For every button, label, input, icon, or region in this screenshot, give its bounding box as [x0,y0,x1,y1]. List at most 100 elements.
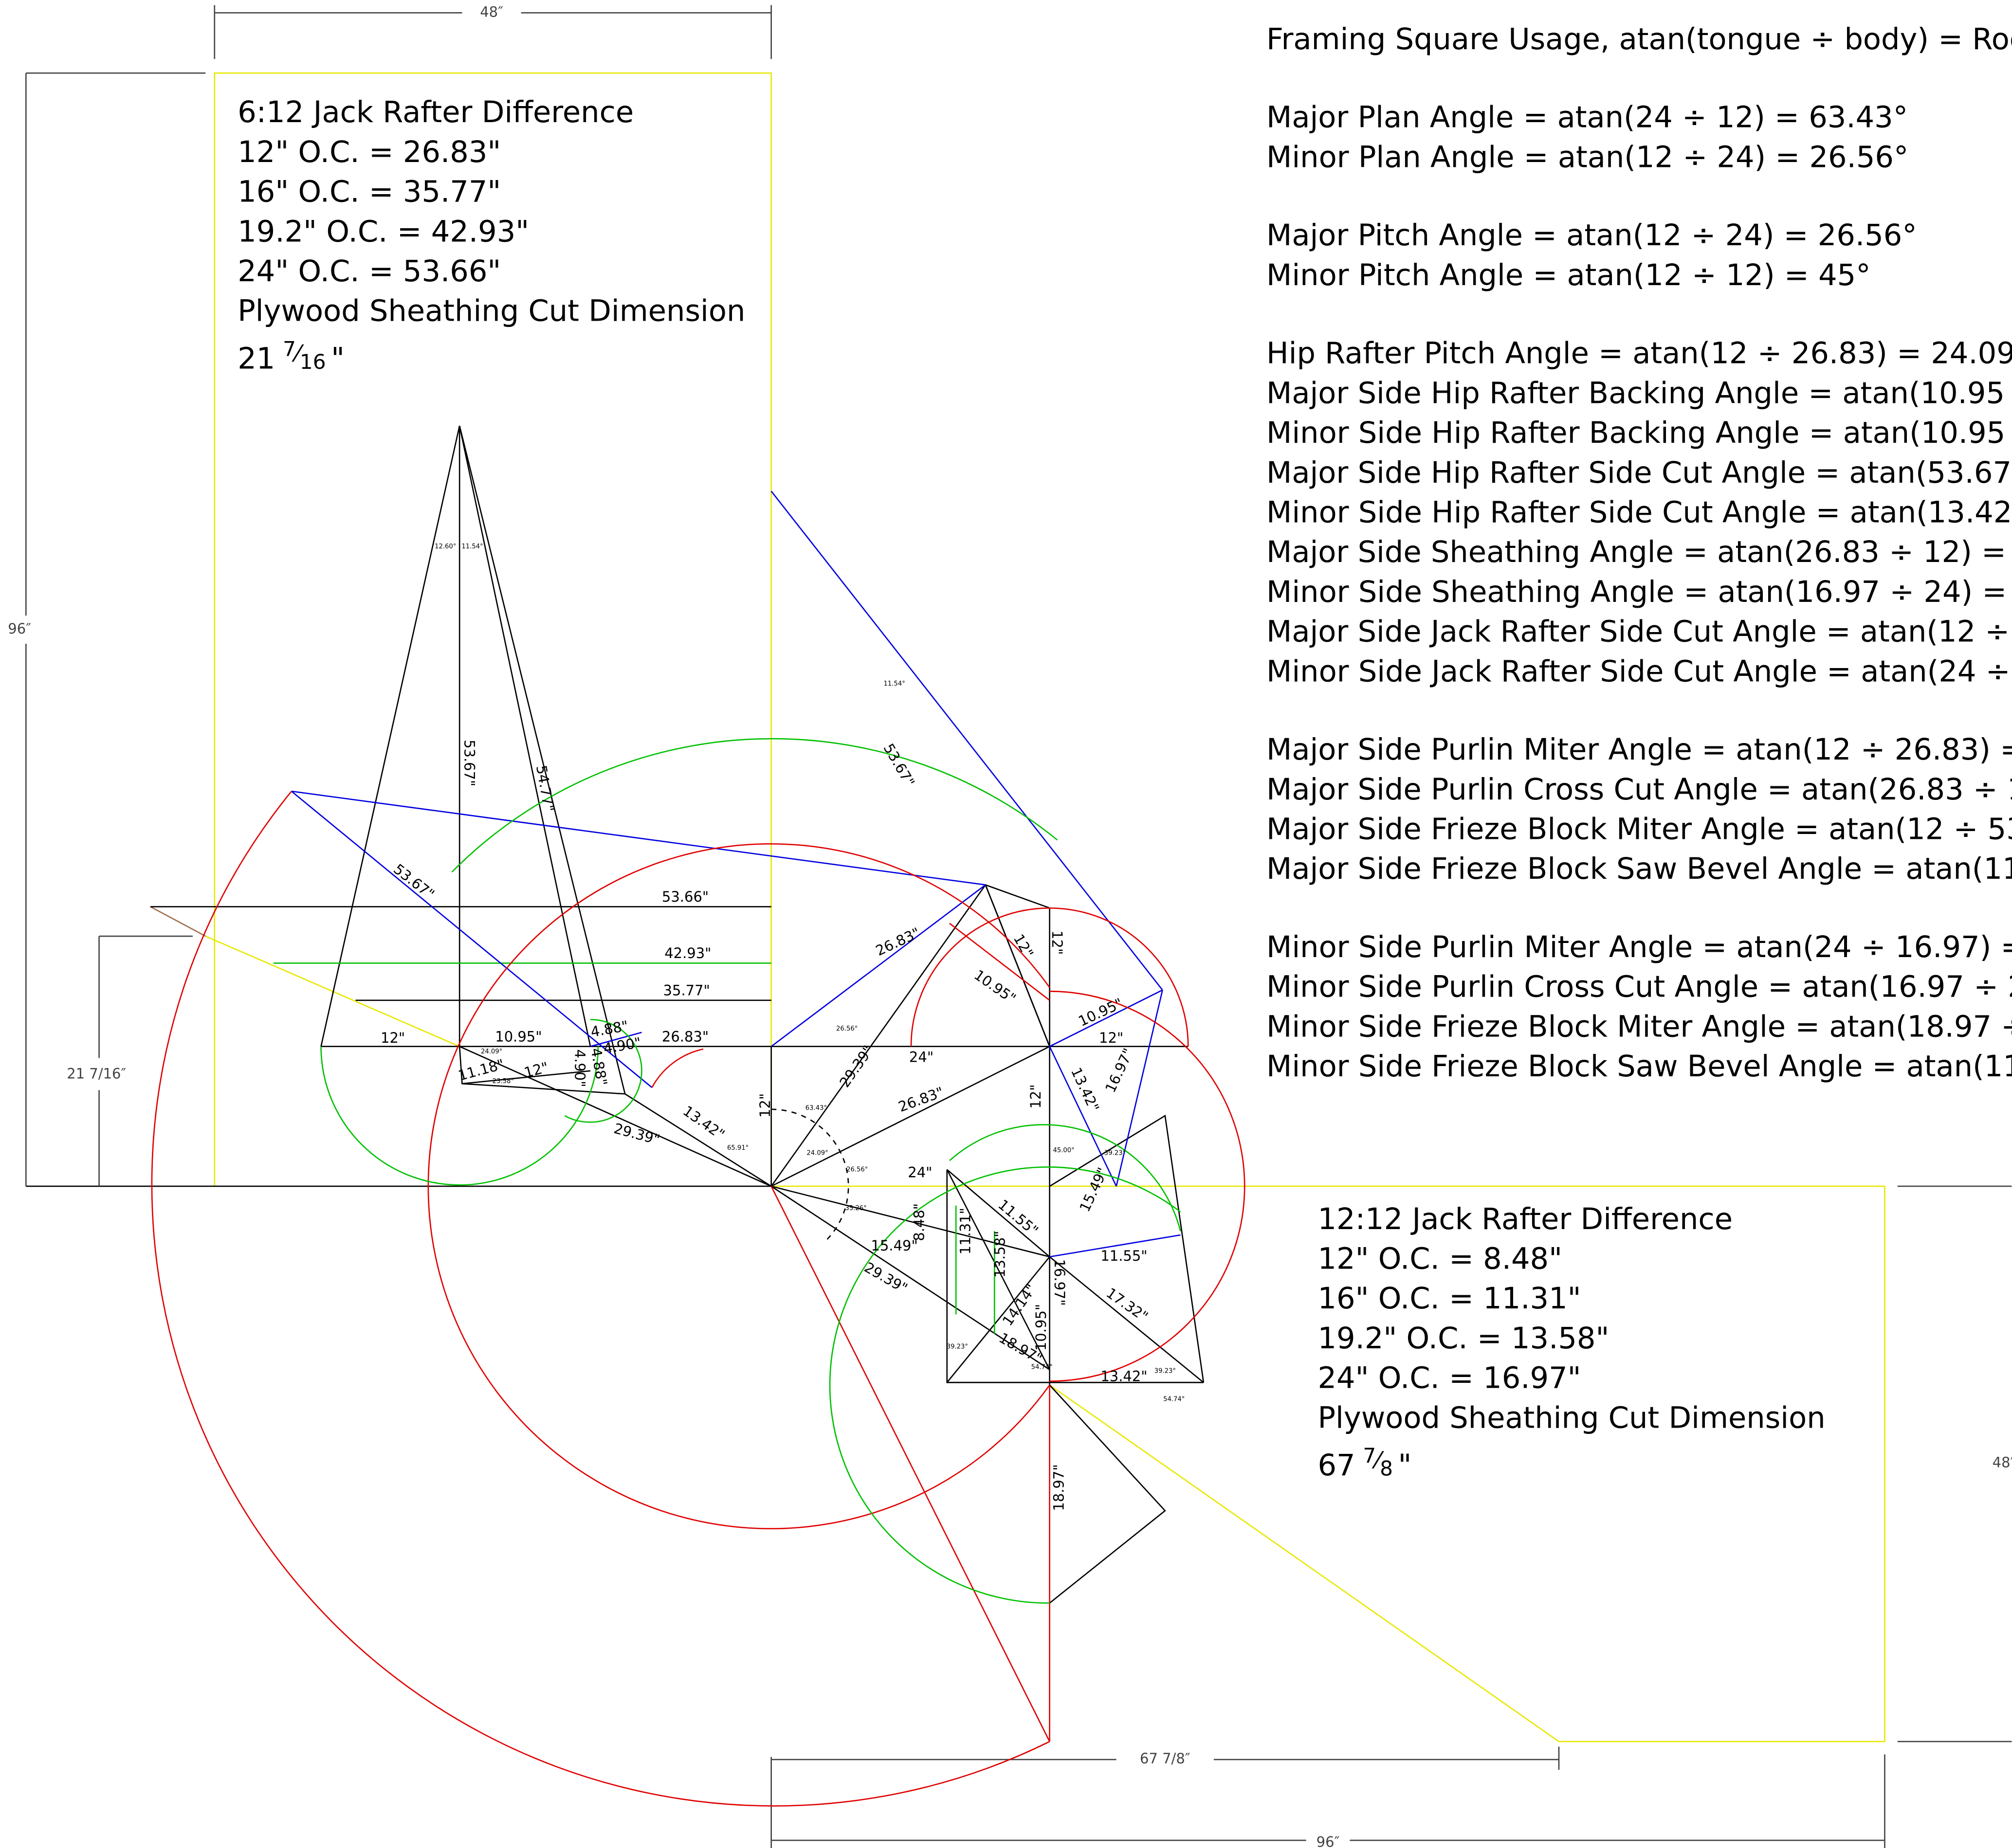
sheathing-arc [320,1046,599,1186]
sheathing-arc [564,1019,642,1123]
label: Major Side Jack Rafter Side Cut Angle = … [1266,615,2012,649]
fraction-whole: 67 [1317,1449,1355,1483]
rafter-arc [910,907,1189,1047]
label: 15.49" [871,1237,918,1254]
label: Minor Side Frieze Block Miter Angle = at… [1266,1010,2012,1044]
hip-line [1049,1046,1117,1187]
sheet-line [150,906,206,937]
label: 54.74° [1031,1364,1053,1371]
label: Minor Side Frieze Block Saw Bevel Angle … [1266,1050,2012,1084]
framing-line [458,425,591,1047]
framing-line [771,1046,1050,1187]
label: 39.23° [1154,1368,1176,1375]
label: 16" O.C. = 35.77" [238,175,501,209]
label: Framing Square Usage, atan(tongue ÷ body… [1266,22,2012,56]
label: 12:12 Jack Rafter Difference [1317,1202,1733,1236]
label: 96″ [8,620,31,637]
framing-line [946,1169,1050,1370]
label: Minor Side Sheathing Angle = atan(16.97 … [1266,575,2012,609]
label: Major Side Hip Rafter Backing Angle = at… [1266,376,2012,410]
framing-line [770,884,986,1187]
fraction: 21 7⁄16 " [238,337,345,376]
label: 63.43° [805,1105,827,1112]
label: 19.2" O.C. = 42.93" [238,215,529,249]
label: 35.26° [845,1205,867,1212]
label: 48″ [1993,1454,2012,1470]
label: Plywood Sheathing Cut Dimension [1317,1401,1825,1435]
label: 39.23° [947,1343,968,1350]
hip-line [291,790,986,886]
label: 53.67" [461,740,478,786]
fraction-unit: " [1398,1449,1412,1483]
rafter-arc [651,1048,704,1088]
label: Major Side Purlin Miter Angle = atan(12 … [1266,733,2012,767]
label: Major Side Sheathing Angle = atan(26.83 … [1266,535,2012,569]
framing-line [1049,1114,1205,1383]
label: 21 7/16″ [67,1066,126,1082]
label: Major Side Hip Rafter Side Cut Angle = a… [1266,456,2012,490]
hip-line [1049,1234,1181,1258]
label: 24" [909,1049,933,1065]
label: 12" [1049,930,1065,955]
framing-line [946,1256,1050,1383]
label: 11.55" [1100,1248,1147,1264]
fraction-denominator: 16 [300,349,326,373]
fraction-numerator: 7 [1363,1444,1376,1468]
label: Major Side Frieze Block Saw Bevel Angle … [1266,852,2012,886]
label: 42.93" [664,945,711,961]
framing-line [985,885,1050,1047]
label: 11.54° [461,543,483,550]
label: 12" O.C. = 8.48" [1317,1242,1562,1276]
label: Minor Pitch Angle = atan(12 ÷ 12) = 45° [1266,258,1871,292]
label: 24.09° [481,1048,502,1055]
framing-line [458,425,626,1094]
label: Minor Plan Angle = atan(12 ÷ 24) = 26.56… [1266,140,1908,174]
fraction-numerator: 7 [283,337,296,361]
label: Minor Side Hip Rafter Side Cut Angle = a… [1266,495,2012,529]
label: Minor Side Purlin Miter Angle = atan(24 … [1266,930,2012,964]
label: Major Side Purlin Cross Cut Angle = atan… [1266,773,2012,807]
framing-line [770,1185,1050,1370]
label: 10.95" [1033,1304,1049,1351]
hip-line [291,791,653,1088]
sheathing-arc [451,738,1058,873]
label: 10.95" [495,1028,542,1045]
framing-line [462,1083,625,1095]
fraction-unit: " [331,342,345,376]
rafter-arc [1049,991,1245,1382]
label: 11.31" [957,1208,973,1254]
label: 96″ [1317,1833,1340,1848]
label: 18.97" [1051,1464,1067,1511]
label: 24" O.C. = 53.66" [238,254,501,289]
sheet-outline [214,72,772,1186]
label: 45.00° [1053,1147,1074,1154]
framing-line [320,425,460,1047]
sheathing-arc [949,1124,1181,1232]
label: 26.83" [662,1028,709,1045]
framing-line [1049,1256,1204,1383]
label: 39.23° [1104,1149,1126,1157]
label: 12" O.C. = 26.83" [238,135,501,169]
label: 16.97" [1051,1259,1068,1306]
framing-line [1049,1384,1166,1604]
label: Minor Side Jack Rafter Side Cut Angle = … [1266,654,2012,688]
hip-line [1049,989,1163,1047]
label: Major Plan Angle = atan(24 ÷ 12) = 63.43… [1266,101,1908,135]
label: 24" [908,1164,932,1181]
framing-line [771,1185,1050,1258]
label: 26.56° [846,1166,868,1174]
sheet-outline [771,1185,1885,1742]
label: 13.42" [1100,1368,1147,1385]
label: 16" O.C. = 11.31" [1317,1282,1581,1316]
label: 19.2" O.C. = 13.58" [1317,1322,1609,1356]
label: 65.91° [727,1144,749,1152]
angle-arc [771,1108,849,1242]
fraction: 67 7⁄8 " [1317,1444,1411,1483]
label: 6:12 Jack Rafter Difference [238,95,634,129]
hip-line [590,1032,642,1047]
label: 35.77" [663,982,710,998]
rafter-arc [427,843,1050,1529]
rafter-line [770,1186,1050,1742]
